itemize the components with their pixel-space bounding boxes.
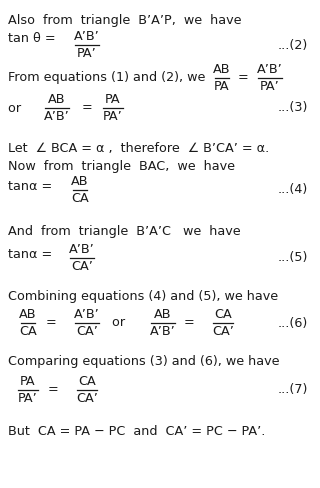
Text: PA’: PA’ bbox=[260, 80, 280, 93]
Text: CA’: CA’ bbox=[76, 392, 98, 405]
Text: ...(4): ...(4) bbox=[278, 183, 308, 197]
Text: Let  ∠ BCA = α ,  therefore  ∠ B’CA’ = α.: Let ∠ BCA = α , therefore ∠ B’CA’ = α. bbox=[8, 142, 269, 155]
Text: or: or bbox=[8, 102, 25, 115]
Text: Combining equations (4) and (5), we have: Combining equations (4) and (5), we have bbox=[8, 290, 278, 303]
Text: PA: PA bbox=[214, 80, 230, 93]
Text: A’B’: A’B’ bbox=[44, 110, 70, 123]
Text: A’B’: A’B’ bbox=[150, 325, 176, 338]
Text: A’B’: A’B’ bbox=[257, 63, 283, 76]
Text: CA’: CA’ bbox=[212, 325, 234, 338]
Text: A’B’: A’B’ bbox=[69, 243, 95, 256]
Text: PA’: PA’ bbox=[103, 110, 123, 123]
Text: ...(5): ...(5) bbox=[278, 251, 308, 264]
Text: PA: PA bbox=[20, 375, 36, 388]
Text: And  from  triangle  B’A’C   we  have: And from triangle B’A’C we have bbox=[8, 225, 241, 238]
Text: =: = bbox=[48, 384, 59, 396]
Text: PA’: PA’ bbox=[18, 392, 38, 405]
Text: tanα =: tanα = bbox=[8, 181, 56, 194]
Text: PA’: PA’ bbox=[77, 47, 97, 60]
Text: Also  from  triangle  B’A’P,  we  have: Also from triangle B’A’P, we have bbox=[8, 14, 242, 27]
Text: =: = bbox=[184, 317, 195, 329]
Text: CA: CA bbox=[71, 192, 89, 205]
Text: AB: AB bbox=[154, 308, 172, 321]
Text: Now  from  triangle  BAC,  we  have: Now from triangle BAC, we have bbox=[8, 160, 235, 173]
Text: ...(7): ...(7) bbox=[278, 384, 308, 396]
Text: ...(2): ...(2) bbox=[278, 39, 308, 52]
Text: CA: CA bbox=[19, 325, 37, 338]
Text: ...(3): ...(3) bbox=[278, 102, 308, 115]
Text: tanα =: tanα = bbox=[8, 248, 56, 262]
Text: =: = bbox=[82, 102, 93, 115]
Text: CA: CA bbox=[214, 308, 232, 321]
Text: AB: AB bbox=[71, 175, 89, 188]
Text: AB: AB bbox=[19, 308, 37, 321]
Text: CA’: CA’ bbox=[76, 325, 98, 338]
Text: AB: AB bbox=[213, 63, 231, 76]
Text: or: or bbox=[108, 317, 129, 329]
Text: ...(6): ...(6) bbox=[278, 317, 308, 329]
Text: A’B’: A’B’ bbox=[74, 30, 100, 43]
Text: But  CA = PA − PC  and  CA’ = PC − PA’.: But CA = PA − PC and CA’ = PC − PA’. bbox=[8, 425, 265, 438]
Text: CA: CA bbox=[78, 375, 96, 388]
Text: CA’: CA’ bbox=[71, 260, 93, 273]
Text: A’B’: A’B’ bbox=[74, 308, 100, 321]
Text: =: = bbox=[238, 72, 249, 84]
Text: From equations (1) and (2), we: From equations (1) and (2), we bbox=[8, 72, 209, 84]
Text: AB: AB bbox=[48, 93, 66, 106]
Text: tan θ =: tan θ = bbox=[8, 32, 60, 44]
Text: =: = bbox=[46, 317, 57, 329]
Text: PA: PA bbox=[105, 93, 121, 106]
Text: Comparing equations (3) and (6), we have: Comparing equations (3) and (6), we have bbox=[8, 355, 279, 368]
